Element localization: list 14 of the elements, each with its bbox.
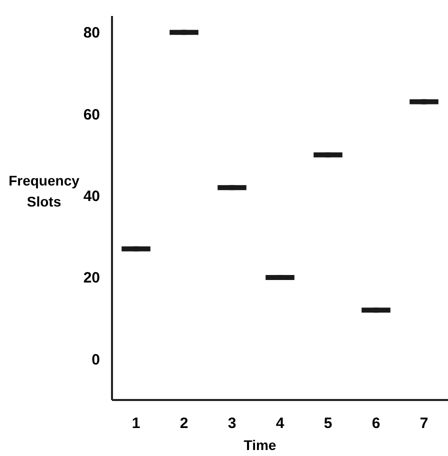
x-tick-label: 6	[372, 415, 380, 432]
x-tick-label: 1	[132, 415, 140, 432]
x-tick-label: 3	[228, 415, 236, 432]
y-tick-label: 40	[83, 188, 100, 205]
y-tick-label: 20	[83, 270, 100, 287]
y-tick-label: 0	[92, 351, 100, 368]
y-tick-label: 60	[83, 106, 100, 124]
x-tick-label: 4	[276, 415, 285, 432]
y-tick-label: 80	[83, 24, 100, 42]
x-tick-label: 7	[420, 415, 428, 432]
y-axis-title: Frequency Slots	[8, 172, 80, 210]
x-axis-title: Time	[244, 437, 276, 453]
x-tick-label: 2	[180, 415, 188, 432]
x-tick-label: 5	[324, 415, 332, 432]
